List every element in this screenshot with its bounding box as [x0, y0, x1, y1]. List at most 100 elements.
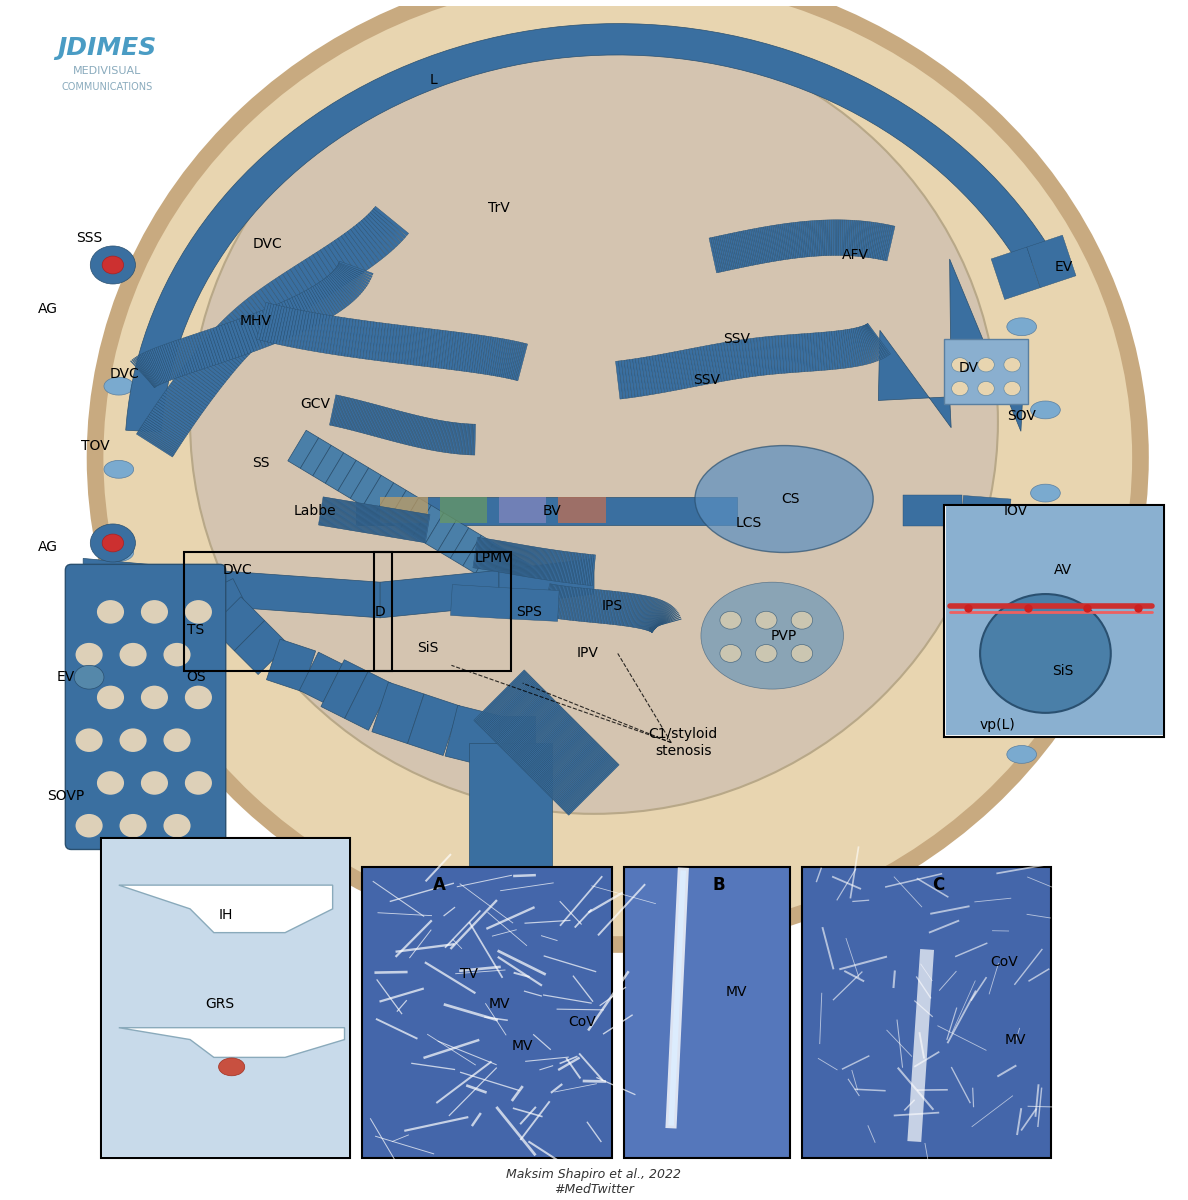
Polygon shape — [813, 221, 816, 257]
Polygon shape — [225, 323, 239, 358]
Polygon shape — [624, 593, 630, 626]
Polygon shape — [625, 593, 631, 626]
Polygon shape — [550, 746, 602, 798]
Polygon shape — [451, 332, 459, 370]
Polygon shape — [762, 227, 770, 263]
Polygon shape — [356, 497, 737, 526]
Polygon shape — [337, 264, 368, 284]
Polygon shape — [139, 354, 157, 386]
Polygon shape — [273, 305, 290, 338]
Polygon shape — [802, 334, 808, 372]
Polygon shape — [311, 313, 321, 352]
Polygon shape — [326, 452, 356, 491]
Polygon shape — [784, 335, 790, 373]
Polygon shape — [784, 223, 791, 259]
Polygon shape — [500, 696, 551, 748]
Polygon shape — [561, 756, 612, 808]
Polygon shape — [241, 301, 271, 337]
Polygon shape — [864, 325, 880, 360]
Polygon shape — [354, 320, 362, 358]
Polygon shape — [322, 278, 346, 310]
Polygon shape — [520, 716, 573, 768]
Polygon shape — [797, 222, 803, 258]
Polygon shape — [390, 410, 398, 440]
Polygon shape — [836, 220, 839, 256]
Polygon shape — [362, 475, 393, 514]
Polygon shape — [465, 334, 472, 372]
Polygon shape — [741, 340, 750, 377]
Polygon shape — [457, 424, 462, 454]
Polygon shape — [747, 338, 756, 377]
Polygon shape — [619, 593, 625, 625]
Polygon shape — [500, 340, 508, 377]
Polygon shape — [362, 504, 368, 533]
Ellipse shape — [1006, 318, 1036, 336]
Polygon shape — [627, 360, 636, 397]
Ellipse shape — [162, 642, 191, 667]
Polygon shape — [524, 546, 530, 576]
Polygon shape — [154, 348, 169, 382]
Polygon shape — [701, 347, 710, 384]
Polygon shape — [563, 552, 568, 582]
Polygon shape — [548, 584, 555, 617]
Polygon shape — [564, 552, 569, 582]
Polygon shape — [394, 510, 400, 538]
Polygon shape — [434, 420, 441, 451]
Polygon shape — [386, 409, 396, 440]
Polygon shape — [443, 421, 449, 452]
Text: LCS: LCS — [735, 516, 762, 529]
Polygon shape — [119, 886, 333, 932]
Polygon shape — [214, 328, 247, 359]
Polygon shape — [435, 420, 442, 451]
Polygon shape — [350, 227, 379, 263]
Polygon shape — [710, 238, 720, 272]
Polygon shape — [360, 504, 365, 532]
Polygon shape — [183, 337, 197, 372]
Polygon shape — [170, 383, 206, 410]
Polygon shape — [447, 331, 454, 370]
Polygon shape — [723, 234, 733, 270]
Polygon shape — [485, 337, 493, 374]
Polygon shape — [617, 592, 621, 625]
Polygon shape — [267, 305, 279, 343]
Polygon shape — [377, 506, 383, 535]
Polygon shape — [143, 353, 159, 385]
Polygon shape — [337, 397, 346, 427]
Polygon shape — [517, 343, 527, 380]
Polygon shape — [371, 505, 377, 534]
Polygon shape — [809, 221, 814, 257]
Polygon shape — [469, 926, 564, 1021]
Polygon shape — [271, 306, 282, 343]
Polygon shape — [438, 330, 446, 368]
Bar — [374, 552, 511, 671]
Polygon shape — [557, 551, 562, 582]
Polygon shape — [279, 302, 296, 336]
Polygon shape — [484, 679, 535, 731]
Polygon shape — [305, 312, 315, 350]
Text: DVC: DVC — [222, 563, 253, 577]
Text: SOVP: SOVP — [46, 790, 84, 803]
Polygon shape — [517, 545, 523, 575]
Polygon shape — [282, 308, 292, 346]
Polygon shape — [299, 311, 309, 349]
Ellipse shape — [163, 814, 191, 838]
Polygon shape — [615, 592, 620, 625]
Polygon shape — [600, 590, 605, 623]
Polygon shape — [400, 510, 406, 539]
Polygon shape — [390, 509, 396, 538]
Polygon shape — [457, 332, 465, 371]
Polygon shape — [575, 588, 580, 620]
Polygon shape — [416, 514, 422, 541]
Polygon shape — [599, 590, 604, 623]
Polygon shape — [373, 506, 379, 534]
Polygon shape — [800, 222, 804, 257]
Polygon shape — [745, 230, 754, 265]
Polygon shape — [499, 541, 505, 572]
Polygon shape — [327, 498, 333, 527]
Polygon shape — [481, 678, 532, 728]
Polygon shape — [508, 704, 560, 756]
Polygon shape — [859, 221, 864, 257]
Polygon shape — [803, 221, 808, 257]
Polygon shape — [862, 221, 867, 257]
Polygon shape — [416, 328, 423, 366]
